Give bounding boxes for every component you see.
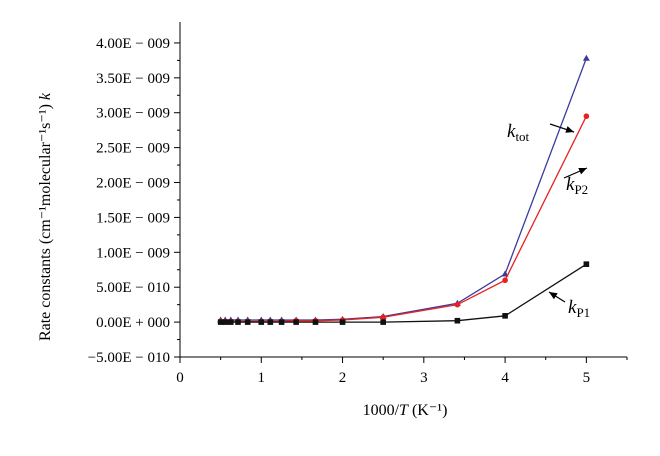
data-point [583,261,590,267]
data-point [380,314,386,321]
x-tick-label: 4 [501,370,509,386]
y-tick-label: 3.50E − 009 [96,71,170,87]
data-point [235,319,241,325]
data-point [244,319,251,325]
series-k-tot [217,54,590,323]
y-tick-label: 2.50E − 009 [96,141,170,157]
data-point [454,317,461,324]
data-point [312,319,319,325]
series-line [220,115,587,323]
series-k-p1 [217,261,590,325]
series-k-p2 [217,113,590,325]
x-tick-label: 5 [583,370,591,386]
data-point [278,319,285,325]
data-point [501,270,509,277]
series-label-k-tot: ktot [507,121,530,144]
annotation-arrowhead [549,292,558,300]
data-point [339,319,346,325]
series-label-k-p1: kP1 [568,297,590,320]
y-tick-label: 3.00E − 009 [96,106,170,122]
data-point [502,277,508,284]
y-tick-label: 1.50E − 009 [96,210,170,226]
y-tick-label: 4.00E − 009 [96,36,170,52]
data-point [222,319,228,325]
data-point [267,319,274,325]
x-tick-label: 3 [420,370,428,386]
data-point [380,319,386,325]
annotation-arrowhead [565,126,574,133]
data-point [583,113,590,120]
y-tick-label: 1.00E − 009 [96,245,170,261]
series-label-k-p2: kP2 [566,174,588,197]
series-line [220,58,587,321]
y-tick-label: −5.00E − 010 [88,350,170,366]
data-point [217,319,224,325]
y-axis-title: Rate constants (cm⁻¹molecular⁻¹s⁻¹) k [37,92,54,341]
x-axis-title: 1000/T (K⁻¹) [363,402,448,419]
axes: −5.00E − 010 0.00E + 000 5.00E − 010 1.00E … [88,22,628,386]
y-tick-label: 5.00E − 010 [96,280,170,296]
annotation-arrowhead [578,167,587,175]
data-point [293,319,299,325]
data-point [258,319,265,325]
x-tick-label: 2 [339,370,347,386]
series-layer [217,54,590,325]
series-labels: ktot kP2 kP1 [507,121,590,320]
x-tick-label: 1 [258,370,266,386]
data-point [582,54,590,61]
x-tick-label: 0 [176,370,184,386]
y-tick-label: 2.00E − 009 [96,176,170,192]
y-tick-label: 0.00E + 000 [96,315,170,331]
data-point [454,301,461,308]
data-point [502,313,508,319]
data-point [227,319,234,325]
